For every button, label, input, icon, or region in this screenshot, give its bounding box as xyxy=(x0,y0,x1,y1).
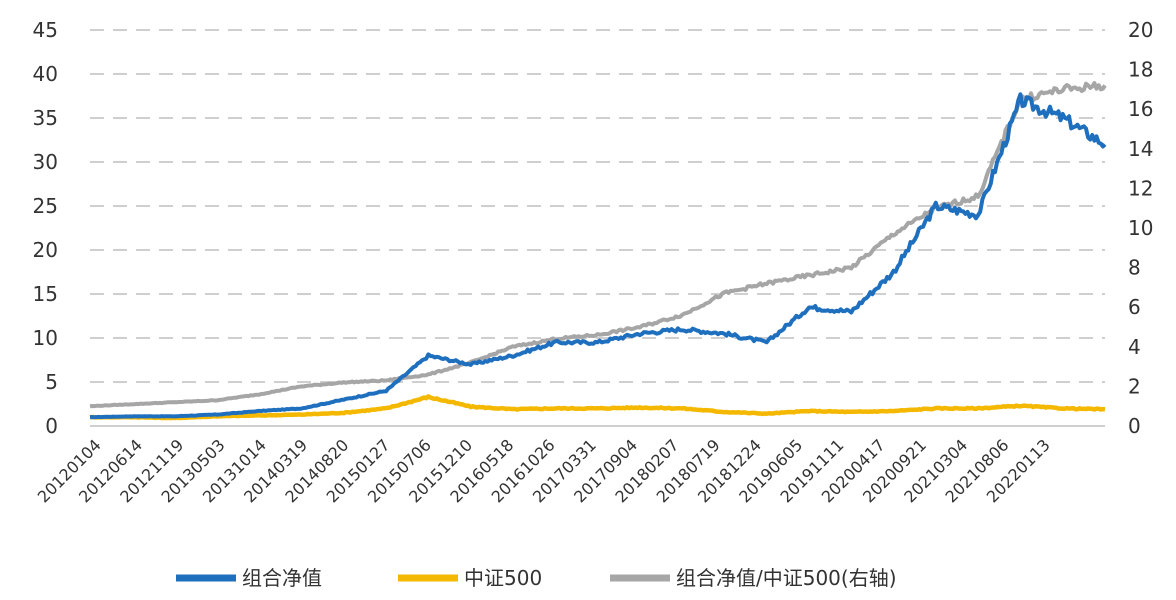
series-line-1 xyxy=(89,394,1106,421)
y-right-tick-label: 6 xyxy=(1128,295,1141,319)
y-left-tick-label: 5 xyxy=(45,370,58,394)
y-right-tick-label: 0 xyxy=(1128,414,1141,438)
y-left-tick-label: 30 xyxy=(33,150,58,174)
y-left-tick-label: 25 xyxy=(33,194,58,218)
grid xyxy=(90,29,1105,427)
series-line-0 xyxy=(89,92,1107,420)
legend-label-ratio: 组合净值/中证500(右轴) xyxy=(676,566,897,590)
y-left-tick-label: 40 xyxy=(33,62,58,86)
y-right-tick-label: 20 xyxy=(1128,18,1153,42)
y-right-tick-label: 12 xyxy=(1128,176,1153,200)
y-axis-right: 0 2 4 6 8 10 12 14 16 18 20 xyxy=(1128,18,1153,438)
legend-label-csi500: 中证500 xyxy=(464,566,542,590)
y-right-tick-label: 8 xyxy=(1128,256,1141,280)
y-left-tick-label: 15 xyxy=(33,282,58,306)
legend-item-csi500: 中证500 xyxy=(398,566,542,590)
y-left-tick-label: 45 xyxy=(33,18,58,42)
y-left-tick-label: 20 xyxy=(33,238,58,262)
y-right-tick-label: 16 xyxy=(1128,97,1153,121)
y-left-tick-label: 35 xyxy=(33,106,58,130)
series-lines xyxy=(89,81,1107,421)
legend-item-ratio: 组合净值/中证500(右轴) xyxy=(610,566,897,590)
y-right-tick-label: 2 xyxy=(1128,374,1141,398)
legend: 组合净值 中证500 组合净值/中证500(右轴) xyxy=(176,566,897,590)
x-axis: 2012010420120614201211192013050320131014… xyxy=(34,435,1054,506)
y-right-tick-label: 4 xyxy=(1128,335,1141,359)
y-right-tick-label: 18 xyxy=(1128,58,1153,82)
legend-item-portfolio: 组合净值 xyxy=(176,566,322,590)
y-left-tick-label: 0 xyxy=(45,414,58,438)
legend-label-portfolio: 组合净值 xyxy=(242,566,322,590)
y-left-tick-label: 10 xyxy=(33,326,58,350)
series-line-2 xyxy=(89,81,1107,409)
y-axis-left: 0 5 10 15 20 25 30 35 40 45 xyxy=(33,18,58,438)
y-right-tick-label: 10 xyxy=(1128,216,1153,240)
y-right-tick-label: 14 xyxy=(1128,137,1153,161)
